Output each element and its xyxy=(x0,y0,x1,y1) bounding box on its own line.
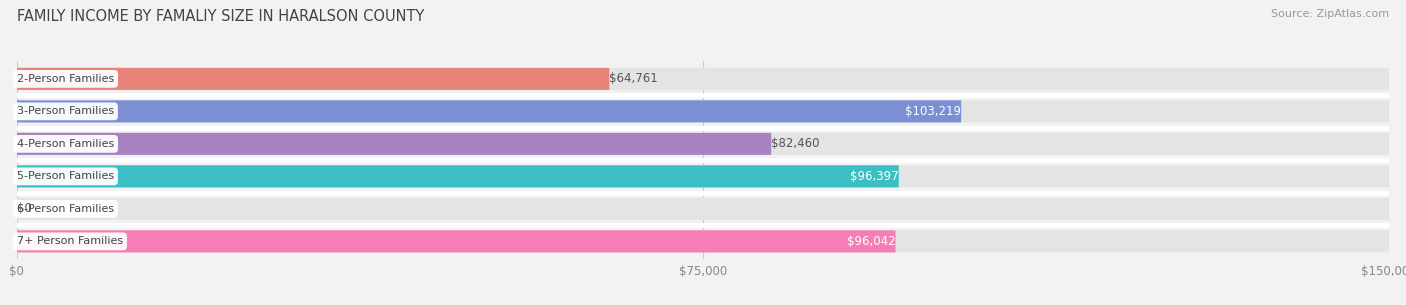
FancyBboxPatch shape xyxy=(17,198,1389,220)
Text: $64,761: $64,761 xyxy=(609,72,658,85)
Text: $82,460: $82,460 xyxy=(772,137,820,150)
Text: FAMILY INCOME BY FAMALIY SIZE IN HARALSON COUNTY: FAMILY INCOME BY FAMALIY SIZE IN HARALSO… xyxy=(17,9,425,24)
Text: 3-Person Families: 3-Person Families xyxy=(17,106,114,117)
Text: 4-Person Families: 4-Person Families xyxy=(17,139,114,149)
Text: $96,042: $96,042 xyxy=(846,235,896,248)
Text: 5-Person Families: 5-Person Families xyxy=(17,171,114,181)
Text: 7+ Person Families: 7+ Person Families xyxy=(17,236,122,246)
FancyBboxPatch shape xyxy=(17,133,1389,155)
FancyBboxPatch shape xyxy=(17,68,1389,90)
FancyBboxPatch shape xyxy=(17,100,1389,122)
FancyBboxPatch shape xyxy=(17,165,898,188)
FancyBboxPatch shape xyxy=(17,230,1389,253)
FancyBboxPatch shape xyxy=(17,230,896,253)
FancyBboxPatch shape xyxy=(17,133,772,155)
Text: 6-Person Families: 6-Person Families xyxy=(17,204,114,214)
Text: $0: $0 xyxy=(17,203,32,215)
FancyBboxPatch shape xyxy=(17,165,1389,188)
FancyBboxPatch shape xyxy=(17,100,962,122)
Text: $96,397: $96,397 xyxy=(851,170,898,183)
Text: $103,219: $103,219 xyxy=(905,105,962,118)
FancyBboxPatch shape xyxy=(17,68,609,90)
Text: 2-Person Families: 2-Person Families xyxy=(17,74,114,84)
Text: Source: ZipAtlas.com: Source: ZipAtlas.com xyxy=(1271,9,1389,19)
